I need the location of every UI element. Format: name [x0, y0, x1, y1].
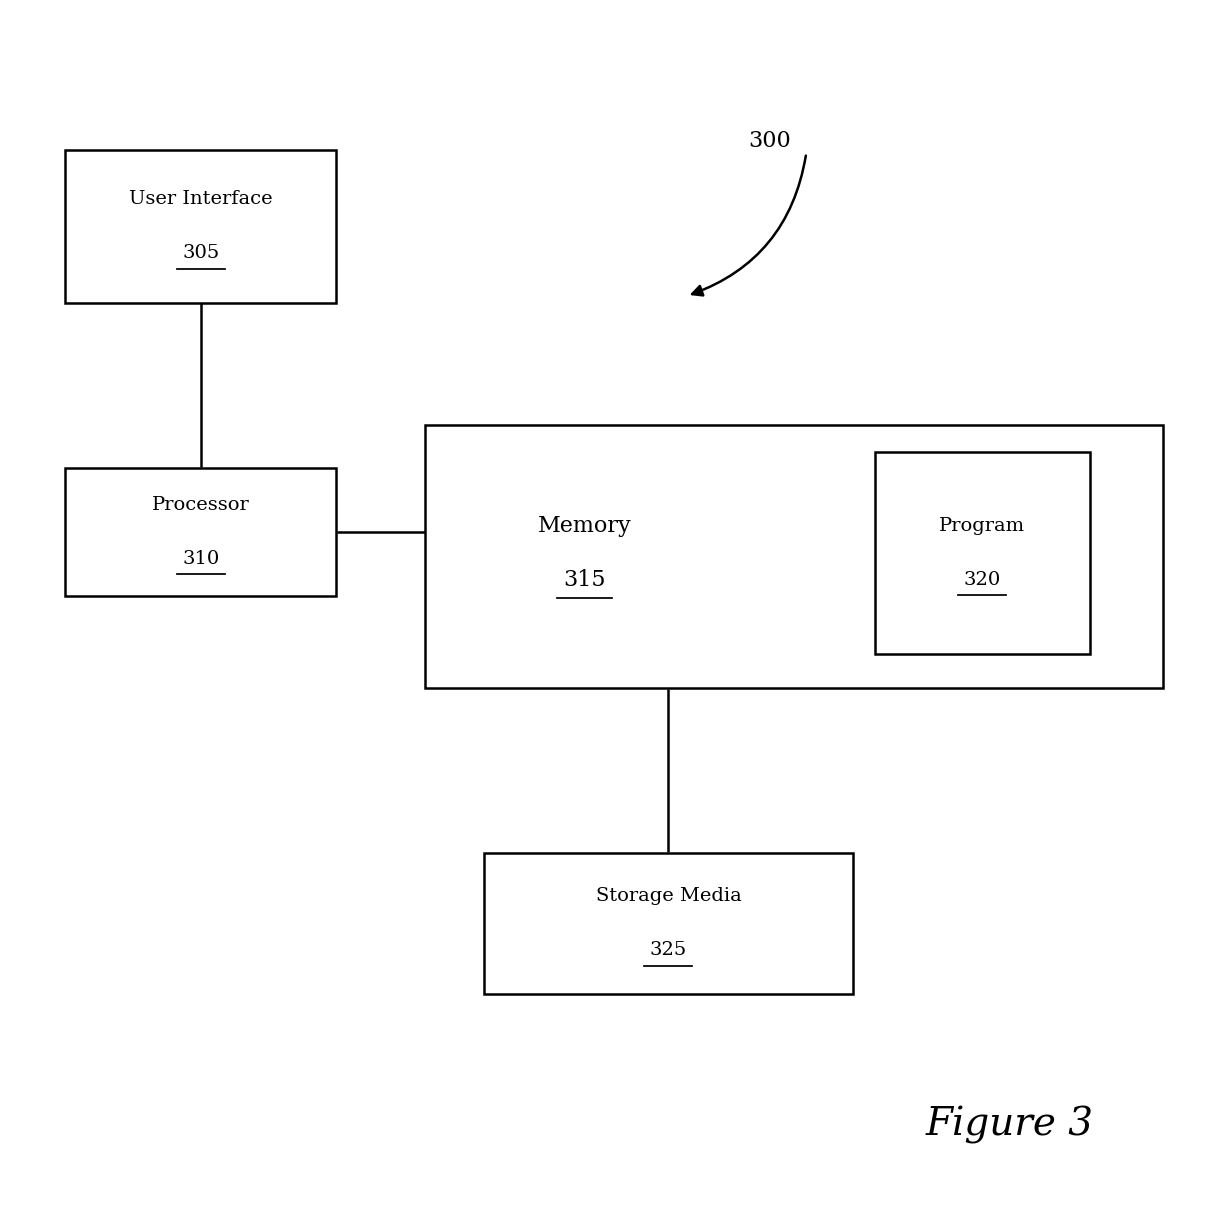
- Text: Program: Program: [939, 517, 1025, 534]
- Bar: [425, 424, 1163, 687]
- Text: 305: 305: [182, 245, 219, 262]
- Bar: [874, 451, 1089, 653]
- Text: 325: 325: [650, 942, 687, 959]
- Text: Storage Media: Storage Media: [596, 888, 741, 905]
- Bar: [65, 468, 336, 597]
- Text: Memory: Memory: [538, 515, 632, 537]
- Text: 320: 320: [964, 571, 1001, 588]
- Text: 315: 315: [564, 569, 606, 591]
- Text: 300: 300: [748, 130, 790, 152]
- Text: Processor: Processor: [151, 497, 250, 514]
- Text: User Interface: User Interface: [129, 191, 272, 208]
- Bar: [65, 150, 336, 303]
- Text: Figure 3: Figure 3: [926, 1106, 1093, 1145]
- Bar: [484, 854, 853, 993]
- Text: 310: 310: [182, 550, 219, 567]
